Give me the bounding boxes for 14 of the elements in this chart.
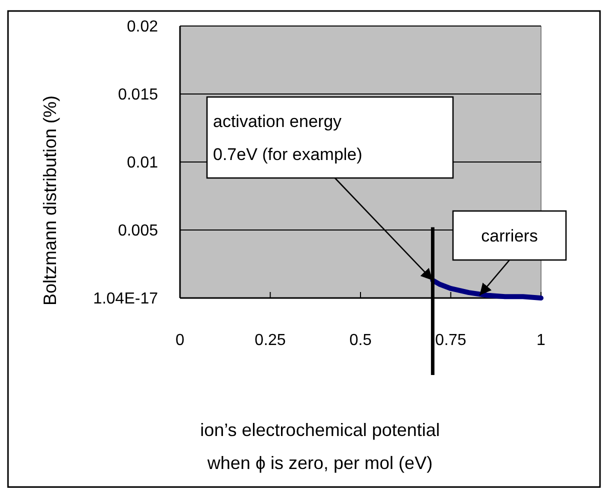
x-tick-label: 1 <box>536 332 546 349</box>
y-tick-label: 0.005 <box>118 222 158 240</box>
y-axis-title: Boltzmann distribution (%) <box>40 95 60 306</box>
y-tick-label: 0.015 <box>118 86 158 104</box>
x-tick-label: 0.5 <box>349 332 372 349</box>
x-tick-label: 0.75 <box>435 332 466 349</box>
annotation: activation energy 0.7eV (for example) <box>213 112 362 164</box>
y-tick-label: 0.01 <box>126 154 158 172</box>
x-tick-label: 0 <box>176 332 185 349</box>
annotation: carriers <box>481 226 538 246</box>
x-axis-title: ion’s electrochemical potential when ϕ is zero, per mol (eV) <box>200 420 440 473</box>
y-tick-label: 1.04E-17 <box>93 290 158 308</box>
x-tick-label: 0.25 <box>254 332 286 349</box>
y-tick-label: 0.02 <box>126 18 158 36</box>
